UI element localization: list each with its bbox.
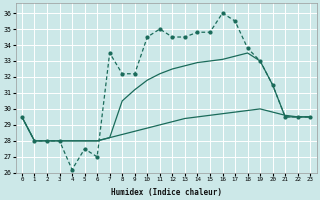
X-axis label: Humidex (Indice chaleur): Humidex (Indice chaleur) <box>111 188 221 197</box>
